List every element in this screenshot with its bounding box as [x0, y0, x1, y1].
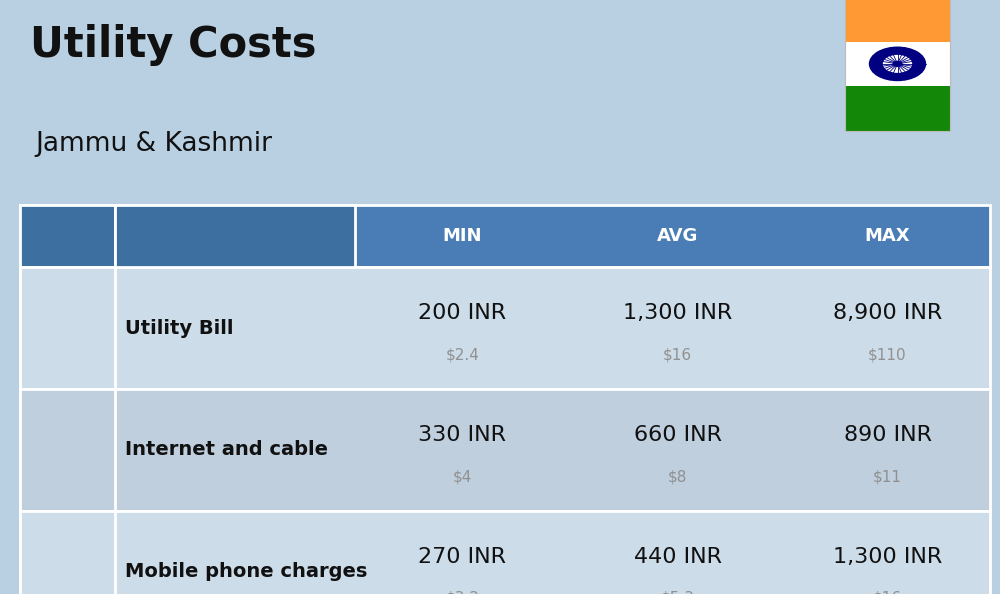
Bar: [20, 389, 115, 511]
Text: Mobile phone charges: Mobile phone charges: [125, 563, 367, 581]
Circle shape: [893, 61, 902, 67]
Bar: [115, 205, 355, 267]
Bar: [20, 511, 115, 594]
Bar: [20, 267, 115, 389]
Text: $4: $4: [453, 469, 472, 484]
Text: 660 INR: 660 INR: [634, 425, 722, 445]
Text: $3.2: $3.2: [445, 591, 479, 594]
Text: 270 INR: 270 INR: [418, 547, 506, 567]
Text: $110: $110: [868, 347, 907, 362]
Circle shape: [884, 55, 912, 72]
Text: 1,300 INR: 1,300 INR: [623, 304, 732, 323]
Text: Internet and cable: Internet and cable: [125, 441, 328, 459]
Bar: [845, 0, 950, 131]
Bar: [20, 511, 990, 594]
Circle shape: [870, 48, 926, 80]
Text: 440 INR: 440 INR: [634, 547, 722, 567]
Bar: [845, 0, 950, 42]
Text: 200 INR: 200 INR: [418, 304, 507, 323]
Bar: [20, 267, 990, 389]
Bar: [845, 86, 950, 131]
Text: 8,900 INR: 8,900 INR: [833, 304, 942, 323]
Text: $8: $8: [668, 469, 687, 484]
Text: Utility Bill: Utility Bill: [125, 319, 234, 337]
Bar: [20, 205, 990, 267]
Text: MAX: MAX: [865, 227, 910, 245]
Text: MIN: MIN: [443, 227, 482, 245]
Text: 1,300 INR: 1,300 INR: [833, 547, 942, 567]
Text: $2.4: $2.4: [446, 347, 479, 362]
Bar: [20, 389, 990, 511]
Text: 330 INR: 330 INR: [418, 425, 506, 445]
Bar: [845, 42, 950, 86]
Text: $16: $16: [873, 591, 902, 594]
Text: Jammu & Kashmir: Jammu & Kashmir: [35, 131, 272, 157]
Text: $11: $11: [873, 469, 902, 484]
Text: $16: $16: [663, 347, 692, 362]
Bar: [20, 205, 115, 267]
Text: Utility Costs: Utility Costs: [30, 24, 316, 66]
Text: $5.3: $5.3: [660, 591, 694, 594]
Text: AVG: AVG: [657, 227, 698, 245]
Text: 890 INR: 890 INR: [844, 425, 932, 445]
